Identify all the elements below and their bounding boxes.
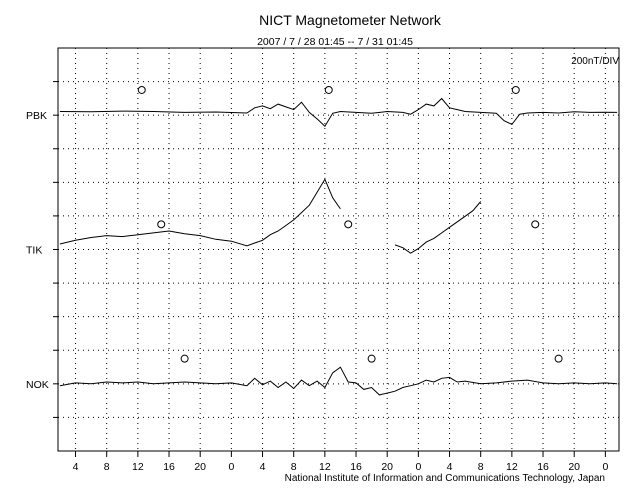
midnight-marker: [180, 354, 189, 363]
midnight-marker: [344, 220, 353, 229]
station-panels: PBK TIK NOK: [26, 85, 618, 396]
x-tick-label: 12: [132, 461, 144, 473]
trace-tik-segment-2: [394, 201, 482, 254]
axis-ticks: 4 8 12 16 20 0 4 8 12 16 20 0 4 8 12 16 20 0: [53, 81, 608, 473]
midnight-marker: [511, 85, 520, 94]
station-label: PBK: [26, 110, 47, 122]
x-tick-label: 16: [537, 461, 549, 473]
x-tick-label: 20: [568, 461, 580, 473]
station-pbk: PBK: [26, 85, 618, 127]
x-tick-label: 8: [104, 461, 110, 473]
x-tick-label: 8: [478, 461, 484, 473]
x-tick-label: 0: [602, 461, 608, 473]
grid: [58, 48, 619, 451]
institution-footer: National Institute of Information and Co…: [285, 473, 605, 484]
station-nok: NOK: [26, 354, 618, 396]
midnight-marker: [324, 85, 333, 94]
station-tik: TIK: [26, 178, 540, 257]
x-tick-label: 8: [291, 461, 297, 473]
station-label: TIK: [26, 245, 42, 257]
x-tick-label: 0: [415, 461, 421, 473]
x-tick-label: 4: [447, 461, 453, 473]
midnight-marker: [367, 354, 376, 363]
chart-title: NICT Magnetometer Network: [259, 12, 442, 28]
x-tick-label: 0: [228, 461, 234, 473]
station-label: NOK: [26, 379, 49, 391]
midnight-marker: [554, 354, 563, 363]
trace-nok: [59, 366, 618, 396]
midnight-marker: [531, 220, 540, 229]
x-tick-label: 12: [319, 461, 331, 473]
scale-label: 200nT/DIV: [571, 56, 619, 67]
trace-tik: [59, 178, 341, 247]
plot-frame: [57, 47, 620, 452]
x-tick-label: 16: [163, 461, 175, 473]
midnight-marker: [137, 85, 146, 94]
trace-pbk: [59, 97, 618, 127]
midnight-marker: [157, 220, 166, 229]
x-tick-label: 4: [260, 461, 266, 473]
x-tick-label: 20: [381, 461, 393, 473]
x-tick-label: 16: [350, 461, 362, 473]
x-tick-label: 20: [194, 461, 206, 473]
chart-subtitle: 2007 / 7 / 28 01:45 -- 7 / 31 01:45: [257, 36, 413, 48]
x-tick-label: 4: [73, 461, 79, 473]
x-tick-label: 12: [506, 461, 518, 473]
